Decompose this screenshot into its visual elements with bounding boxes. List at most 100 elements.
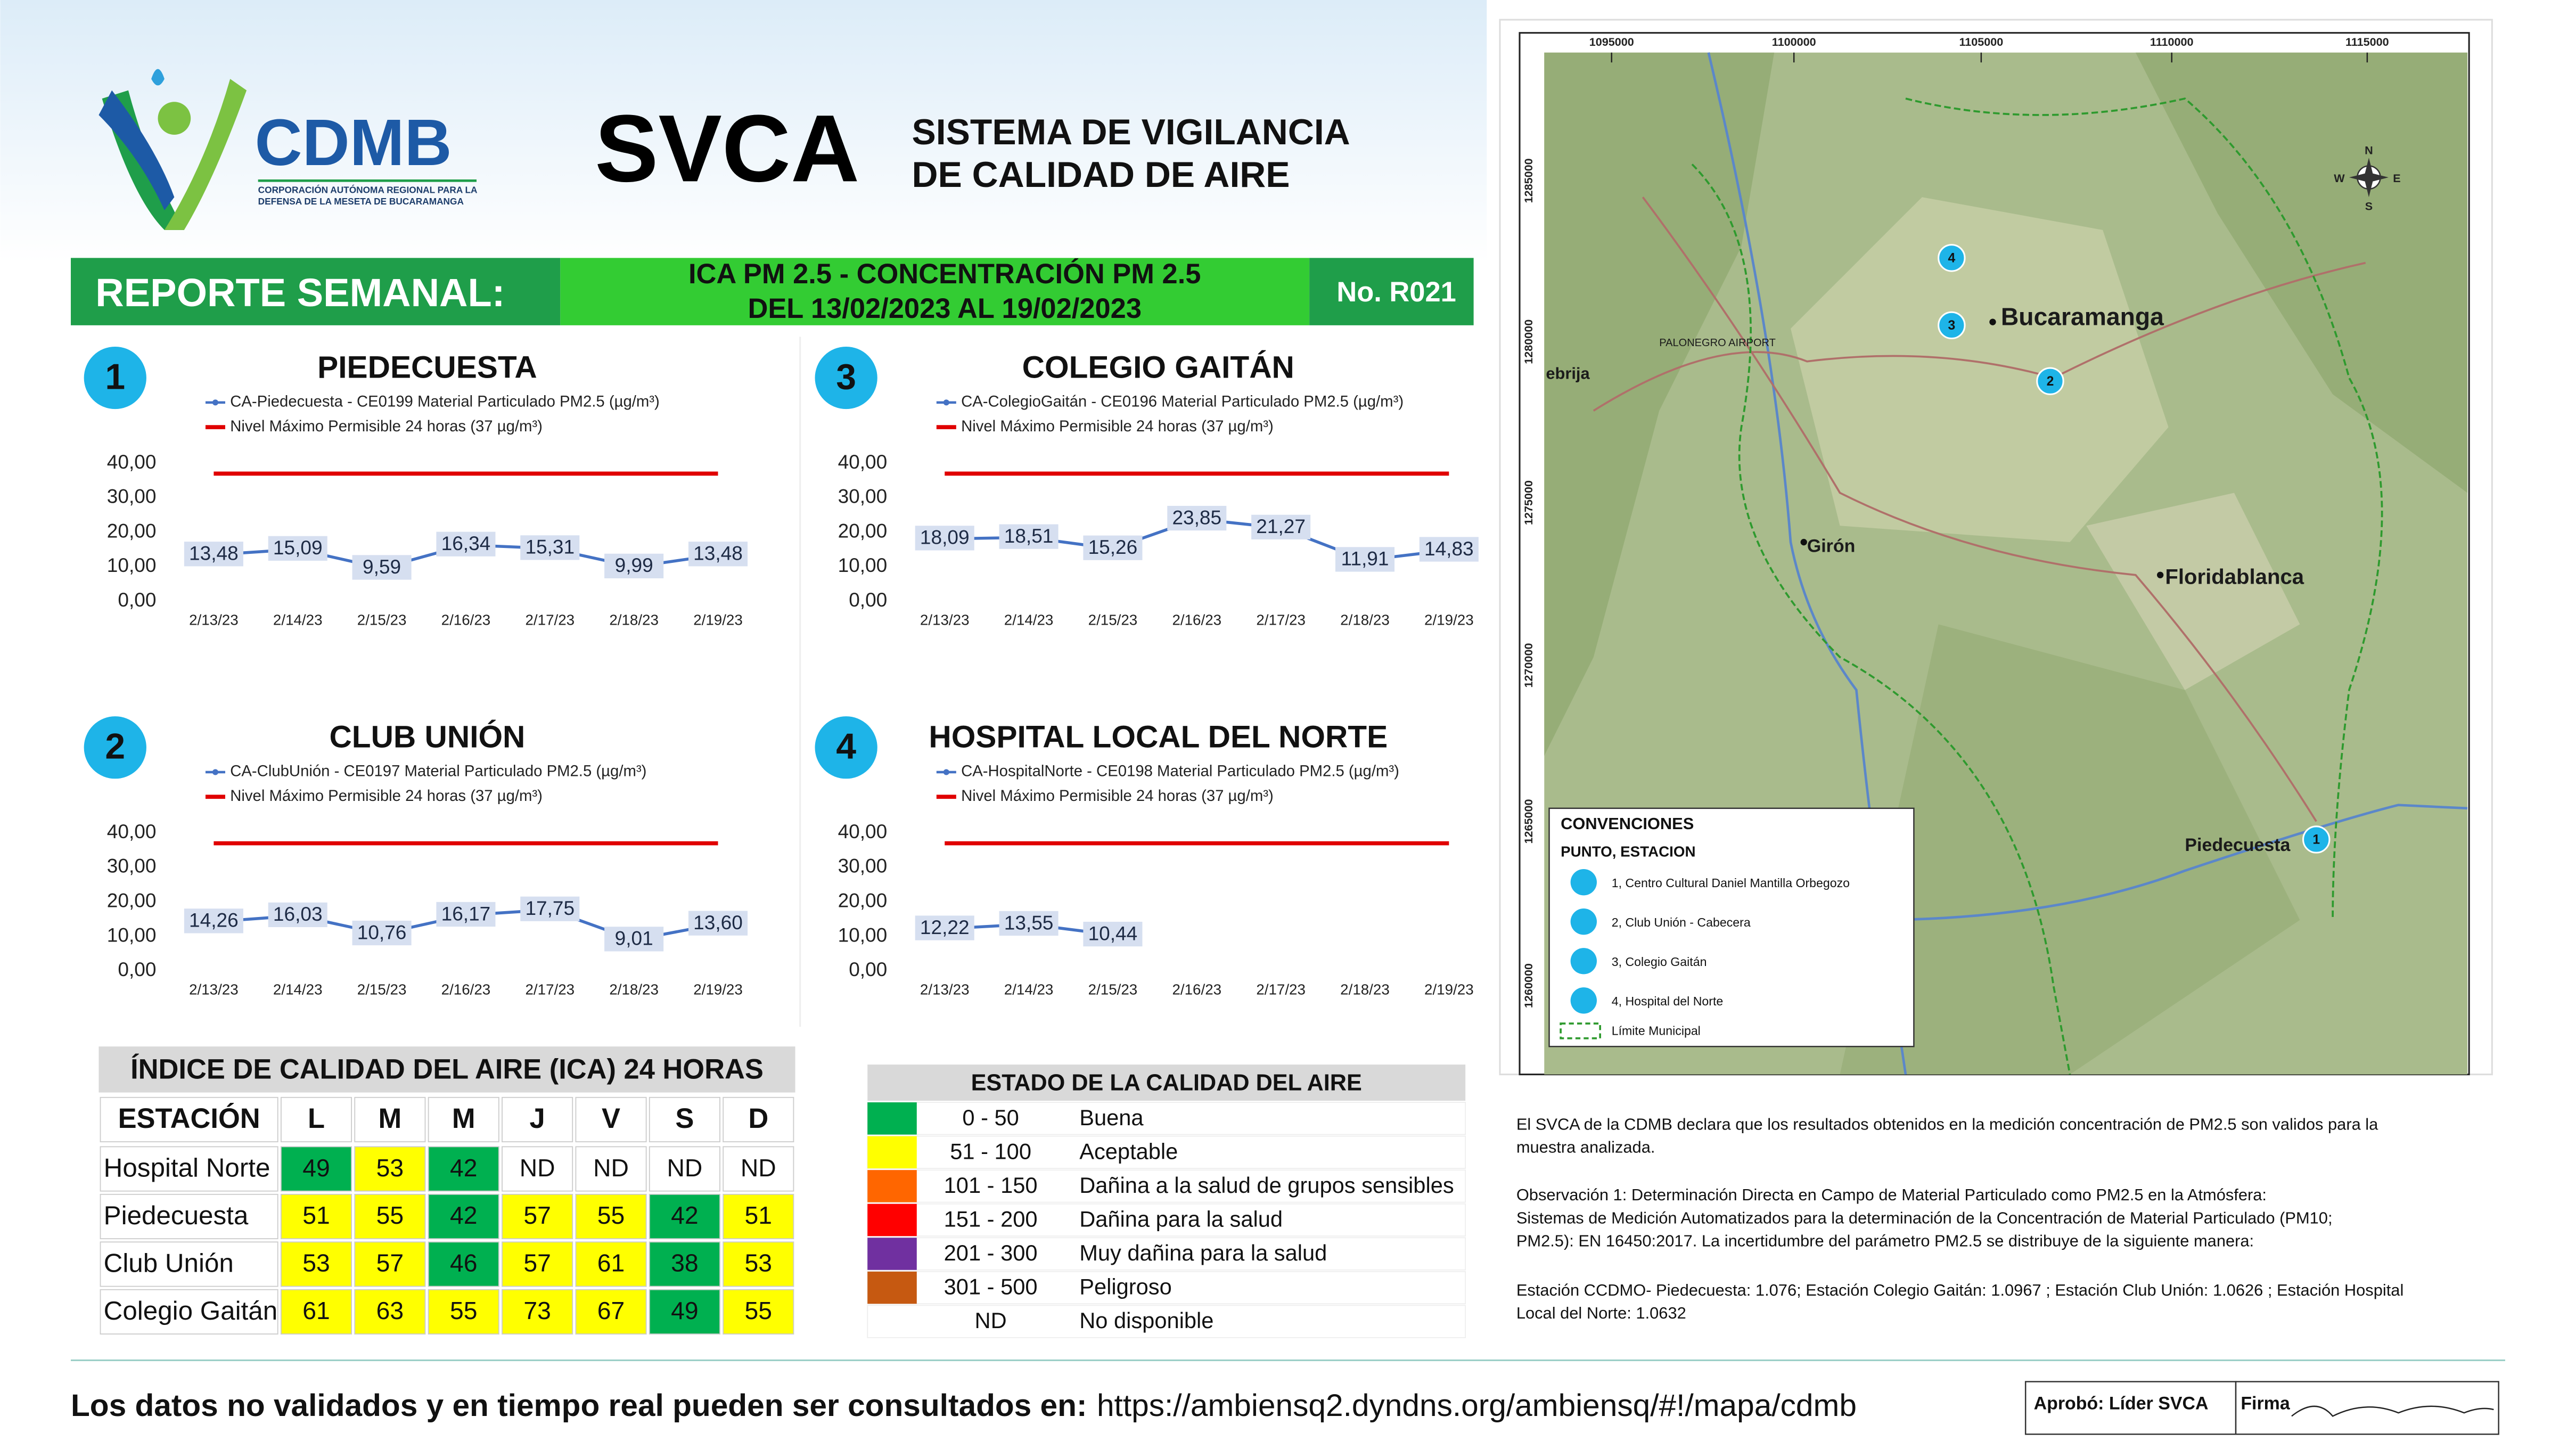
y-tick-label: 10,00 (838, 554, 888, 576)
data-label-bg (520, 896, 580, 921)
x-tick-label: 2/14/23 (273, 981, 323, 998)
banner-number-bg (1309, 258, 1474, 325)
boundary-swatch (1560, 1022, 1602, 1039)
approval-label: Aprobó: Líder SVCA (2034, 1394, 2209, 1414)
ica-value-cell (723, 1241, 794, 1287)
chart-number-badge (811, 343, 881, 413)
y-tick-label: 0,00 (118, 588, 156, 611)
data-label-bg (604, 927, 664, 952)
chart-title: COLEGIO GAITÁN (1022, 350, 1294, 385)
y-tick-label: 30,00 (838, 855, 888, 877)
legend-row (867, 1305, 1466, 1338)
ica-title-bg (99, 1046, 795, 1093)
data-label-bg (915, 915, 974, 940)
ica-value-cell (354, 1289, 426, 1335)
legend-level: Buena (1079, 1105, 1144, 1130)
ica-value-cell (280, 1193, 352, 1240)
ica-value: 53 (745, 1249, 772, 1277)
main-title: SVCA (595, 95, 859, 201)
ica-value-cell (280, 1289, 352, 1335)
legend-color (867, 1170, 917, 1202)
ica-station: Colegio Gaitán (104, 1296, 278, 1325)
map-y-label: 1280000 (1522, 320, 1535, 364)
map-legend-marker (1570, 869, 1597, 896)
x-tick-label: 2/15/23 (1088, 611, 1138, 628)
map-y-label: 1285000 (1522, 158, 1535, 203)
data-label: 14,26 (189, 909, 239, 931)
ica-value-cell (575, 1241, 647, 1287)
data-label-bg (604, 553, 664, 578)
signature-label: Firma (2241, 1394, 2291, 1414)
x-tick-label: 2/18/23 (1340, 611, 1390, 628)
ica-value: 57 (376, 1249, 404, 1277)
data-label: 16,03 (273, 903, 323, 925)
ica-value: 63 (376, 1297, 404, 1324)
chart-title: PIEDECUESTA (317, 350, 537, 385)
map-legend-item: Límite Municipal (1612, 1024, 1701, 1038)
note-line: Observación 1: Determinación Directa en … (1516, 1185, 2267, 1204)
y-tick-label: 10,00 (838, 923, 888, 946)
map-place: Floridablanca (2165, 566, 2304, 589)
legend-label: Nivel Máximo Permisible 24 horas (37 µg/… (961, 787, 1274, 805)
x-tick-label: 2/19/23 (1424, 611, 1474, 628)
ica-value-cell (575, 1146, 647, 1192)
station-number: 2 (2047, 374, 2054, 389)
map-place: ebrija (1546, 364, 1590, 383)
data-label-bg (688, 542, 748, 567)
ica-value: 38 (671, 1249, 698, 1277)
ica-station: Piedecuesta (104, 1201, 249, 1230)
ica-header-cell (502, 1096, 573, 1143)
data-label-bg (915, 526, 974, 551)
data-label-bg (520, 535, 580, 560)
ica-header: D (748, 1103, 768, 1134)
map-place: Bucaramanga (2001, 303, 2164, 331)
ica-value: 49 (302, 1154, 330, 1182)
banner-label-bg (70, 258, 561, 325)
y-tick-label: 0,00 (118, 958, 156, 980)
ica-header-cell (575, 1096, 647, 1143)
map-legend-box (1548, 807, 1915, 1047)
chart: 2 CLUB UNIÓN 0,00 10,00 20,00 30,00 40,00 2/13/… (80, 713, 748, 998)
legend-color (867, 1238, 917, 1270)
station-number: 4 (1948, 251, 1955, 265)
map-x-label: 1095000 (1589, 35, 1634, 48)
data-label: 9,01 (615, 927, 653, 949)
banner-line: DEL 13/02/2023 AL 19/02/2023 (748, 293, 1142, 324)
chart: 4 HOSPITAL LOCAL DEL NORTE 0,00 10,00 20,00 3… (811, 713, 1474, 998)
legend-marker (212, 769, 219, 775)
ica-header: S (675, 1103, 694, 1134)
ica-value: 61 (302, 1297, 330, 1324)
map-legend-marker (1570, 908, 1597, 935)
chart-number-badge (811, 713, 881, 782)
station-number: 1 (2312, 833, 2320, 847)
x-tick-label: 2/16/23 (1172, 611, 1221, 628)
x-tick-label: 2/16/23 (1172, 981, 1221, 998)
signature-box (2235, 1381, 2499, 1435)
city-dot (1989, 318, 1996, 325)
ica-title: ÍNDICE DE CALIDAD DEL AIRE (ICA) 24 HORA… (130, 1054, 764, 1085)
y-tick-label: 20,00 (838, 889, 888, 911)
x-tick-label: 2/14/23 (273, 611, 323, 628)
legend-label: CA-ColegioGaitán - CE0196 Material Parti… (961, 393, 1404, 411)
legend-row (867, 1237, 1466, 1271)
x-tick-label: 2/13/23 (189, 981, 239, 998)
legend-color (867, 1204, 917, 1237)
ica-value-cell (649, 1241, 720, 1287)
ica-value-cell (428, 1146, 499, 1192)
ica-table: ÍNDICE DE CALIDAD DEL AIRE (ICA) 24 HORA… (99, 1046, 795, 1335)
y-tick-label: 30,00 (107, 855, 157, 877)
map-legend-marker (1570, 948, 1597, 975)
sky-band (0, 0, 1487, 263)
ica-value: 55 (376, 1201, 404, 1229)
ica-station: Club Unión (104, 1249, 234, 1278)
x-tick-label: 2/15/23 (357, 981, 407, 998)
ica-value: 53 (376, 1154, 404, 1182)
y-tick-label: 40,00 (107, 820, 157, 842)
note-line: Sistemas de Medición Automatizados para … (1516, 1208, 2333, 1227)
x-tick-label: 2/17/23 (525, 611, 575, 628)
x-tick-label: 2/17/23 (1256, 611, 1306, 628)
station-number: 3 (1948, 318, 1955, 333)
note-line: Local del Norte: 1.0632 (1516, 1304, 1686, 1322)
ica-header-cell (723, 1096, 794, 1143)
